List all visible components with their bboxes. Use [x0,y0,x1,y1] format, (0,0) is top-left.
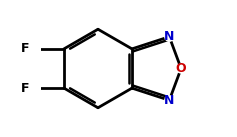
Text: O: O [176,62,186,75]
Circle shape [165,96,174,105]
Text: N: N [164,94,174,107]
Circle shape [177,64,186,73]
Text: N: N [164,30,174,43]
Circle shape [165,32,174,41]
Text: F: F [20,82,29,95]
Circle shape [20,44,29,53]
Circle shape [20,84,29,93]
Text: F: F [20,42,29,55]
